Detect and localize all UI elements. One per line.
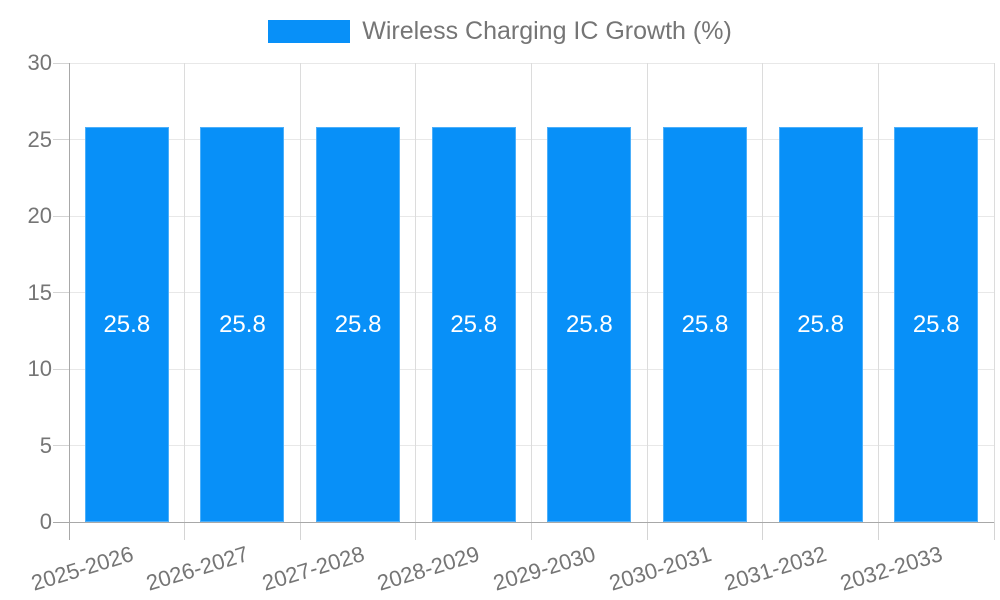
x-gridline <box>415 63 417 522</box>
x-gridline <box>993 63 995 522</box>
x-gridline <box>531 63 532 522</box>
bar[interactable] <box>431 127 516 522</box>
y-tick <box>53 139 69 140</box>
bar[interactable] <box>662 127 747 522</box>
x-gridline <box>646 63 648 522</box>
legend-swatch-icon <box>268 20 351 43</box>
x-gridline <box>299 63 301 522</box>
legend-label: Wireless Charging IC Growth (%) <box>362 17 732 45</box>
x-tick-label: 2032-2033 <box>837 541 946 596</box>
y-tick-label: 10 <box>27 356 52 381</box>
bar-value-label: 25.8 <box>797 310 844 338</box>
y-tick-label: 15 <box>27 279 52 305</box>
y-axis-line <box>68 63 70 540</box>
x-tick-label: 2028-2029 <box>374 541 483 596</box>
bar-value-label: 25.8 <box>912 310 960 338</box>
x-tick <box>646 522 648 540</box>
y-tick <box>53 445 69 446</box>
bar[interactable] <box>200 127 285 522</box>
bar-value-label: 25.8 <box>450 310 498 338</box>
x-gridline <box>762 63 764 522</box>
bar-value-label: 25.8 <box>565 310 613 338</box>
x-gridline <box>877 63 879 522</box>
bar[interactable] <box>316 127 401 522</box>
bar-value-label: 25.8 <box>103 310 151 338</box>
x-tick <box>762 522 764 540</box>
x-tick-label: 2027-2028 <box>259 541 368 596</box>
y-tick <box>53 215 69 217</box>
legend[interactable]: Wireless Charging IC Growth (%) <box>0 17 1000 45</box>
y-tick <box>53 292 69 293</box>
bar-value-label: 25.8 <box>681 310 729 338</box>
y-tick-label: 5 <box>39 432 52 458</box>
x-axis-line <box>53 521 994 523</box>
y-tick-label: 30 <box>27 50 52 75</box>
x-gridline <box>184 63 186 522</box>
y-tick-label: 25 <box>27 126 52 152</box>
x-tick <box>877 522 879 540</box>
x-tick-label: 2025-2026 <box>27 541 136 596</box>
x-tick <box>531 522 532 540</box>
y-tick-label: 20 <box>27 203 52 228</box>
bar[interactable] <box>778 127 863 522</box>
x-tick <box>299 522 301 540</box>
x-tick <box>993 522 995 540</box>
bar[interactable] <box>547 127 632 522</box>
y-tick <box>53 368 69 370</box>
y-tick-label: 0 <box>39 509 52 534</box>
x-tick <box>184 522 186 540</box>
x-tick-label: 2031-2032 <box>721 541 830 596</box>
x-tick-label: 2026-2027 <box>143 541 252 596</box>
bar-value-label: 25.8 <box>334 310 382 338</box>
x-tick <box>415 522 417 540</box>
bar-value-label: 25.8 <box>219 310 266 338</box>
bar[interactable] <box>84 127 169 522</box>
y-tick <box>53 62 69 64</box>
bar[interactable] <box>894 127 979 522</box>
x-tick-label: 2029-2030 <box>490 541 599 596</box>
x-tick-label: 2030-2031 <box>606 541 714 596</box>
